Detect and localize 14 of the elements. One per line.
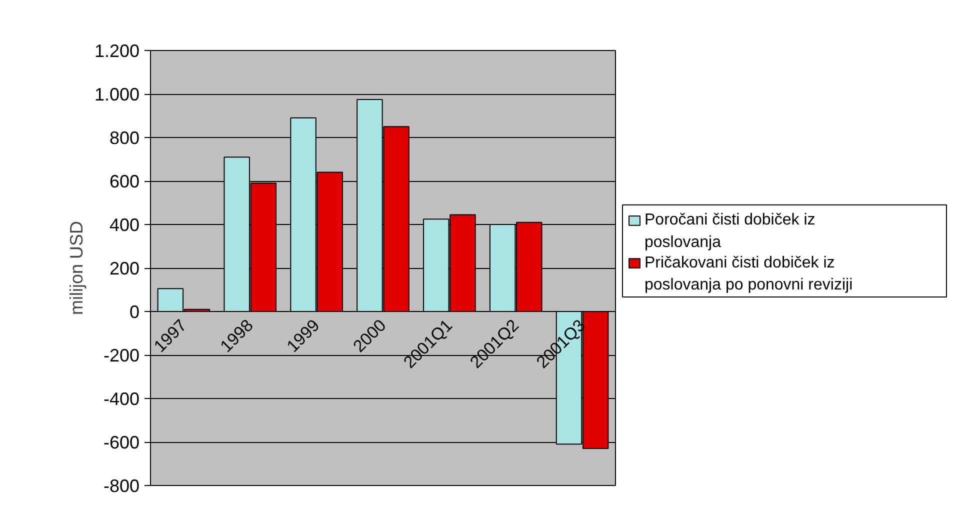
- legend-label: Poročani čisti dobiček iz poslovanja: [644, 212, 816, 251]
- y-tick-label: 1.200: [94, 41, 140, 61]
- y-tick-label: 600: [109, 172, 140, 192]
- y-tick-label: 800: [109, 128, 140, 148]
- y-tick-label: 1.000: [94, 84, 140, 104]
- y-tick-label: -600: [103, 432, 140, 452]
- y-tick-label: -400: [103, 389, 140, 409]
- y-axis-title: milijon USD: [66, 220, 86, 316]
- y-tick-label: -800: [103, 476, 140, 496]
- y-tick-label: -200: [103, 346, 140, 366]
- y-tick-label: 200: [109, 258, 140, 278]
- y-tick-label: 400: [109, 215, 140, 235]
- y-tick-label: 0: [129, 302, 140, 322]
- legend-label: Pričakovani čisti dobiček iz poslovanja po ponovni reviziji: [644, 254, 853, 294]
